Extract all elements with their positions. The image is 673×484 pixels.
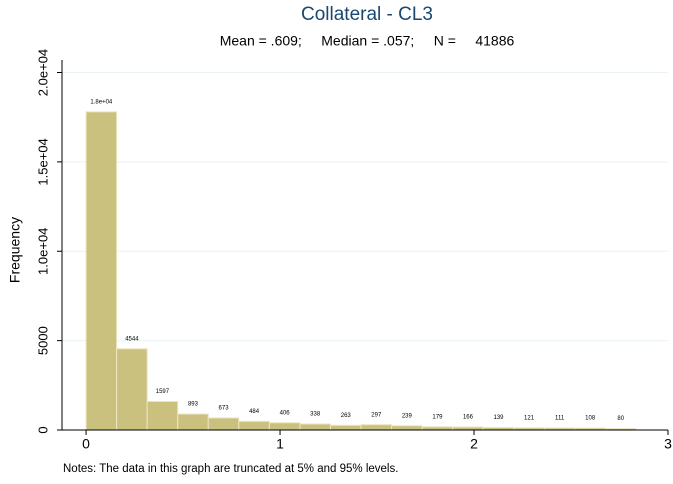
y-tick-label: 0 bbox=[35, 426, 50, 433]
bar bbox=[85, 111, 118, 431]
y-axis-label: Frequency bbox=[7, 217, 23, 283]
chart-note: Notes: The data in this graph are trunca… bbox=[63, 463, 398, 475]
x-tick-label: 2 bbox=[470, 436, 478, 452]
bar bbox=[177, 413, 209, 431]
value-label: 166 bbox=[463, 415, 474, 421]
value-label: 139 bbox=[494, 415, 505, 421]
value-label: 263 bbox=[341, 413, 352, 419]
value-label: 484 bbox=[249, 409, 260, 415]
y-tick-label: 2.0e+04 bbox=[35, 49, 50, 96]
x-tick-label: 0 bbox=[82, 436, 90, 452]
value-label: 121 bbox=[524, 415, 535, 421]
bar bbox=[268, 422, 301, 431]
bar bbox=[116, 348, 148, 431]
bar bbox=[360, 424, 393, 431]
x-tick-label: 1 bbox=[276, 436, 284, 452]
bar bbox=[207, 417, 240, 431]
bar bbox=[238, 420, 270, 431]
value-label: 338 bbox=[310, 412, 321, 418]
y-tick-label: 1.0e+04 bbox=[35, 228, 50, 275]
y-tick-label: 5000 bbox=[35, 326, 50, 355]
bar bbox=[146, 400, 179, 431]
bar bbox=[329, 424, 362, 431]
value-label: 179 bbox=[432, 414, 443, 420]
bar bbox=[391, 425, 423, 431]
value-label: 4544 bbox=[125, 336, 139, 342]
chart-title: Collateral - CL3 bbox=[301, 4, 433, 25]
x-tick-label: 3 bbox=[664, 436, 672, 452]
value-label: 111 bbox=[555, 416, 565, 422]
value-label: 80 bbox=[617, 416, 624, 422]
value-label: 1.8e+04 bbox=[90, 99, 113, 105]
value-label: 406 bbox=[280, 410, 291, 416]
value-label: 239 bbox=[402, 413, 413, 419]
bar bbox=[299, 423, 331, 431]
value-label: 1597 bbox=[156, 389, 170, 395]
value-label: 673 bbox=[219, 406, 230, 412]
value-label: 297 bbox=[371, 412, 382, 418]
chart-subtitle: Mean = .609; Median = .057; N = 41886 bbox=[220, 33, 515, 49]
y-tick-label: 1.5e+04 bbox=[35, 138, 50, 185]
value-label: 893 bbox=[188, 402, 199, 408]
value-label: 108 bbox=[585, 416, 596, 422]
